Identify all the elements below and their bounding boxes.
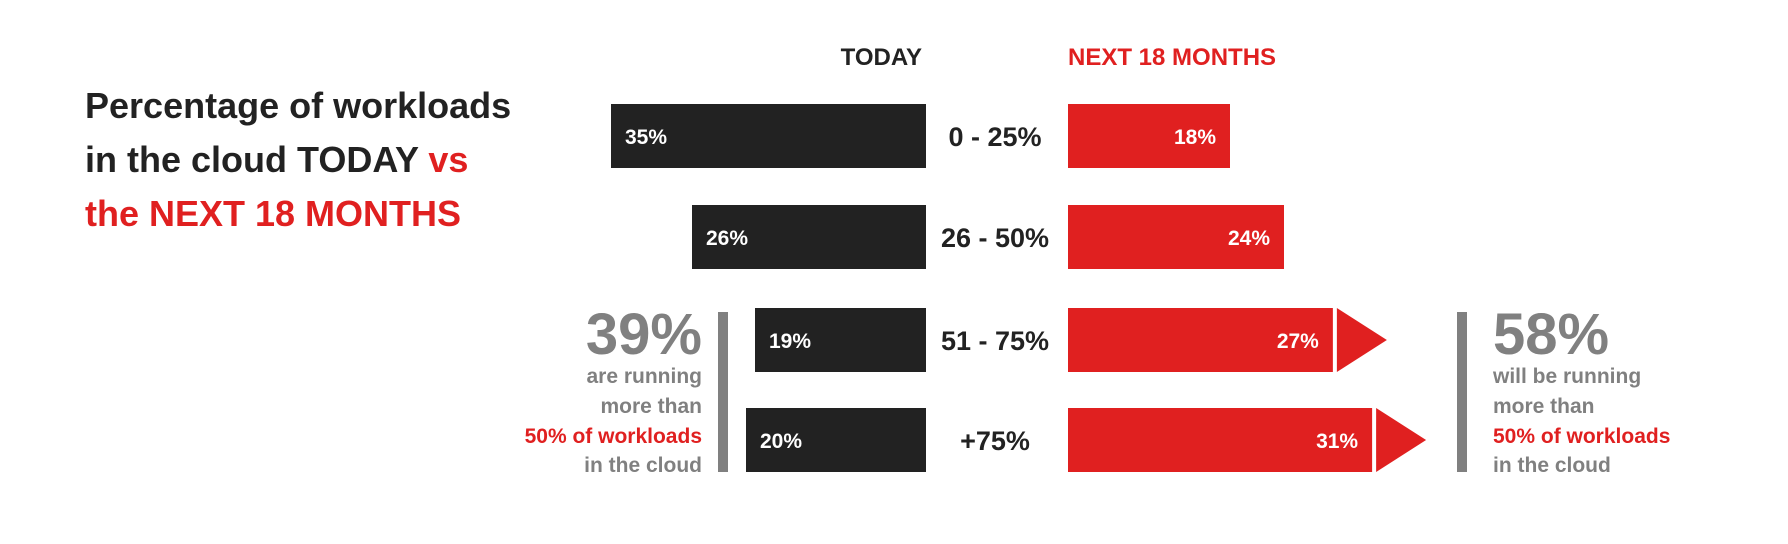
right-callout-line-2: more than [1493,395,1595,418]
next-bar-label: 24% [1228,227,1270,250]
category-label: 26 - 50% [941,223,1049,253]
left-callout-line-2: more than [600,395,702,418]
chart-title-line-2-red: vs [428,139,468,180]
right-callout-value: 58% [1493,302,1609,367]
chart-title-line-2-dark: in the cloud TODAY [85,139,428,180]
next-bar [1068,104,1230,168]
today-bar [611,104,926,168]
right-callout-line-1: will be running [1492,365,1641,388]
chart-title-line-2: in the cloud TODAY vs [85,139,468,180]
right-callout-line-3: 50% of workloads [1493,425,1670,448]
header-next-18-months: NEXT 18 MONTHS [1068,44,1276,71]
next-bar-label: 31% [1316,430,1358,453]
today-bar-label: 35% [625,126,667,149]
category-label: 51 - 75% [941,326,1049,356]
today-bar [746,408,926,472]
left-callout-line-1: are running [586,365,702,388]
today-bar [755,308,926,372]
right-callout-divider [1457,312,1467,472]
growth-arrow [1336,308,1387,372]
today-bar [692,205,926,269]
bars-group: 35% 0 - 25% 18% 26% 26 - 50% 24% 19% 51 - 75% 27… [611,104,1427,472]
next-bar [1068,308,1333,372]
next-bar [1068,408,1373,472]
category-label: +75% [960,426,1030,456]
today-bar-label: 19% [769,330,811,353]
header-today: TODAY [841,44,922,71]
today-bar-label: 20% [760,430,802,453]
left-callout-line-3: 50% of workloads [525,425,702,448]
left-callout-value: 39% [586,302,702,367]
chart-title-line-1: Percentage of workloads [85,85,511,126]
today-bar-label: 26% [706,227,748,250]
next-bar-label: 18% [1174,126,1216,149]
growth-arrow [1376,408,1427,472]
left-callout-divider [718,312,728,472]
right-callout-line-4: in the cloud [1493,454,1611,477]
next-bar [1068,205,1284,269]
left-callout-line-4: in the cloud [584,454,702,477]
next-bar-label: 27% [1277,330,1319,353]
category-label: 0 - 25% [948,122,1041,152]
chart-title-line-3: the NEXT 18 MONTHS [85,193,461,234]
